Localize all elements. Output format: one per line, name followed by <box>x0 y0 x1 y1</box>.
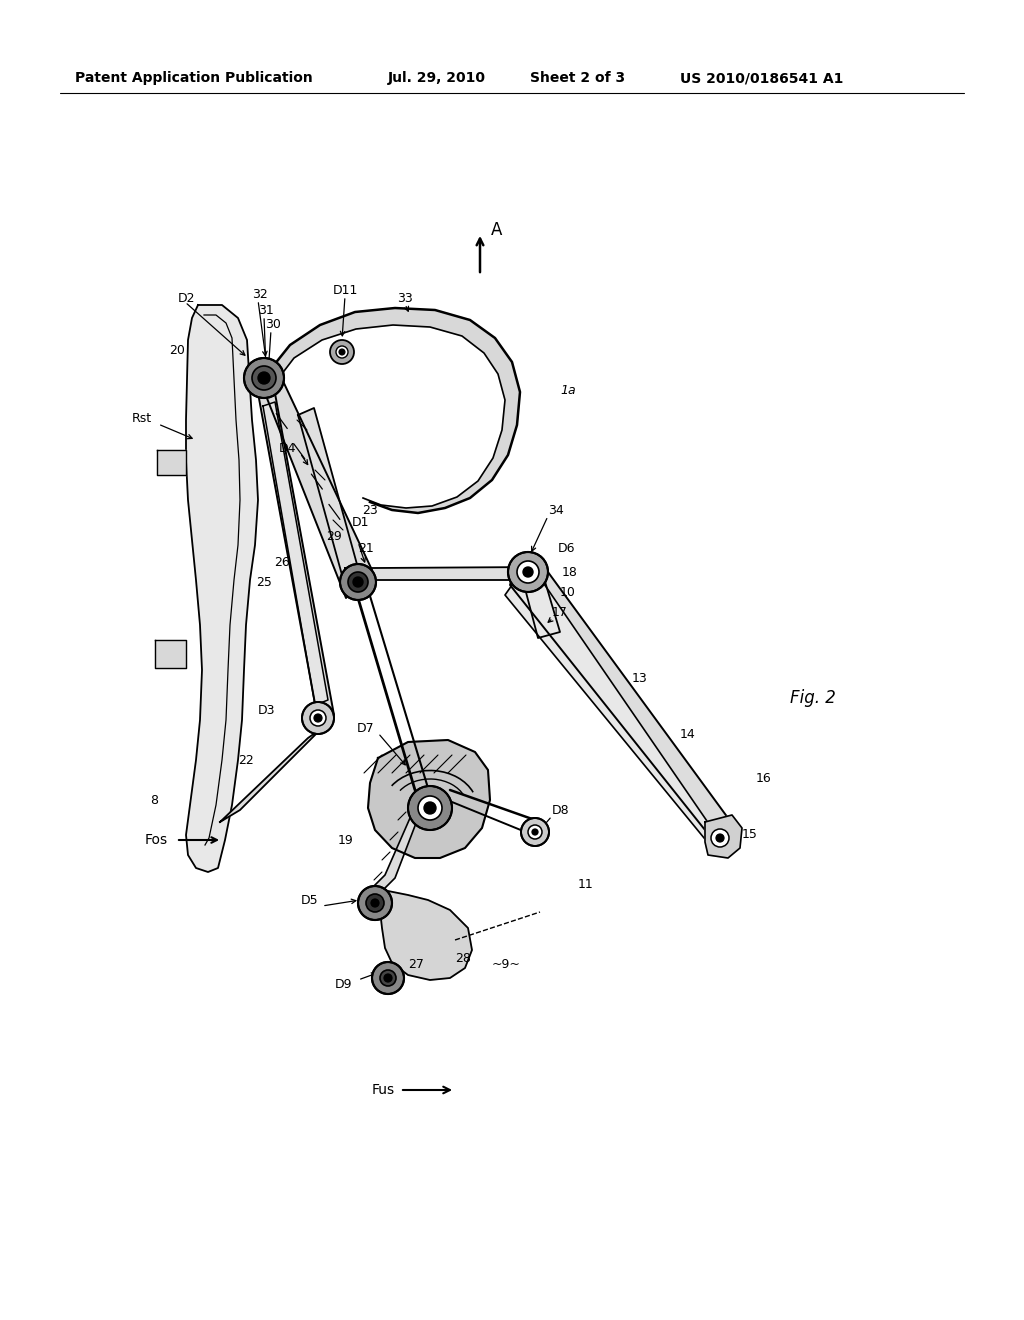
Circle shape <box>336 346 348 358</box>
Circle shape <box>716 834 724 842</box>
Text: 16: 16 <box>756 771 772 784</box>
Text: D4: D4 <box>279 441 296 454</box>
Text: Patent Application Publication: Patent Application Publication <box>75 71 312 84</box>
Circle shape <box>424 803 436 814</box>
Circle shape <box>366 894 384 912</box>
Text: 28: 28 <box>455 952 471 965</box>
Text: 33: 33 <box>397 292 413 305</box>
Polygon shape <box>298 408 358 576</box>
Polygon shape <box>255 362 372 598</box>
Circle shape <box>380 970 396 986</box>
Circle shape <box>523 568 534 577</box>
Polygon shape <box>186 305 258 873</box>
Circle shape <box>372 962 404 994</box>
Circle shape <box>302 702 334 734</box>
Text: ~9~: ~9~ <box>492 958 521 972</box>
Circle shape <box>348 572 368 591</box>
Polygon shape <box>370 800 430 895</box>
Text: D7: D7 <box>356 722 374 734</box>
Circle shape <box>532 829 538 836</box>
Polygon shape <box>517 558 560 638</box>
Text: D11: D11 <box>333 284 357 297</box>
Text: 18: 18 <box>562 565 578 578</box>
Text: 29: 29 <box>327 531 342 544</box>
Text: D3: D3 <box>258 704 275 717</box>
Text: 19: 19 <box>338 833 353 846</box>
Polygon shape <box>220 729 322 822</box>
Text: 8: 8 <box>150 793 158 807</box>
Text: 21: 21 <box>358 541 374 554</box>
Polygon shape <box>368 741 490 858</box>
Text: 31: 31 <box>258 304 273 317</box>
Text: Sheet 2 of 3: Sheet 2 of 3 <box>530 71 625 84</box>
Circle shape <box>521 818 549 846</box>
Text: D1: D1 <box>352 516 370 529</box>
Text: D6: D6 <box>558 541 575 554</box>
Text: 26: 26 <box>274 556 290 569</box>
Polygon shape <box>157 450 186 475</box>
Text: 20: 20 <box>169 343 185 356</box>
Polygon shape <box>705 814 742 858</box>
Text: A: A <box>490 220 503 239</box>
Text: 25: 25 <box>256 576 272 589</box>
Polygon shape <box>274 308 520 513</box>
Text: D9: D9 <box>335 978 352 990</box>
Text: D5: D5 <box>300 894 318 907</box>
Circle shape <box>371 899 379 907</box>
Text: 13: 13 <box>632 672 648 685</box>
Text: 27: 27 <box>408 958 424 972</box>
Text: US 2010/0186541 A1: US 2010/0186541 A1 <box>680 71 844 84</box>
Text: Fus: Fus <box>372 1082 395 1097</box>
Polygon shape <box>263 403 328 705</box>
Text: 14: 14 <box>680 727 695 741</box>
Text: 30: 30 <box>265 318 281 331</box>
Text: 10: 10 <box>560 586 575 599</box>
Circle shape <box>314 714 322 722</box>
Text: 34: 34 <box>548 503 564 516</box>
Circle shape <box>408 785 452 830</box>
Text: D2: D2 <box>178 292 196 305</box>
Circle shape <box>340 564 376 601</box>
Text: Jul. 29, 2010: Jul. 29, 2010 <box>388 71 486 84</box>
Circle shape <box>528 825 542 840</box>
Circle shape <box>310 710 326 726</box>
Text: 1a: 1a <box>560 384 575 396</box>
Text: 23: 23 <box>362 503 378 516</box>
Circle shape <box>358 886 392 920</box>
Circle shape <box>353 577 362 587</box>
Polygon shape <box>258 388 334 719</box>
Circle shape <box>258 372 270 384</box>
Text: 32: 32 <box>252 289 267 301</box>
Circle shape <box>418 796 442 820</box>
Text: 11: 11 <box>578 879 594 891</box>
Circle shape <box>244 358 284 399</box>
Text: Fos: Fos <box>145 833 168 847</box>
Polygon shape <box>510 568 730 840</box>
Circle shape <box>711 829 729 847</box>
Polygon shape <box>345 568 540 579</box>
Text: 17: 17 <box>552 606 568 619</box>
Text: Rst: Rst <box>132 412 152 425</box>
Circle shape <box>508 552 548 591</box>
Polygon shape <box>155 640 186 668</box>
Circle shape <box>330 341 354 364</box>
Circle shape <box>384 974 392 982</box>
Text: 15: 15 <box>742 829 758 842</box>
Circle shape <box>517 561 539 583</box>
Polygon shape <box>380 890 472 979</box>
Text: 22: 22 <box>238 754 254 767</box>
Polygon shape <box>505 578 720 855</box>
Circle shape <box>339 348 345 355</box>
Text: Fig. 2: Fig. 2 <box>790 689 836 708</box>
Circle shape <box>252 366 276 389</box>
Text: D8: D8 <box>552 804 569 817</box>
